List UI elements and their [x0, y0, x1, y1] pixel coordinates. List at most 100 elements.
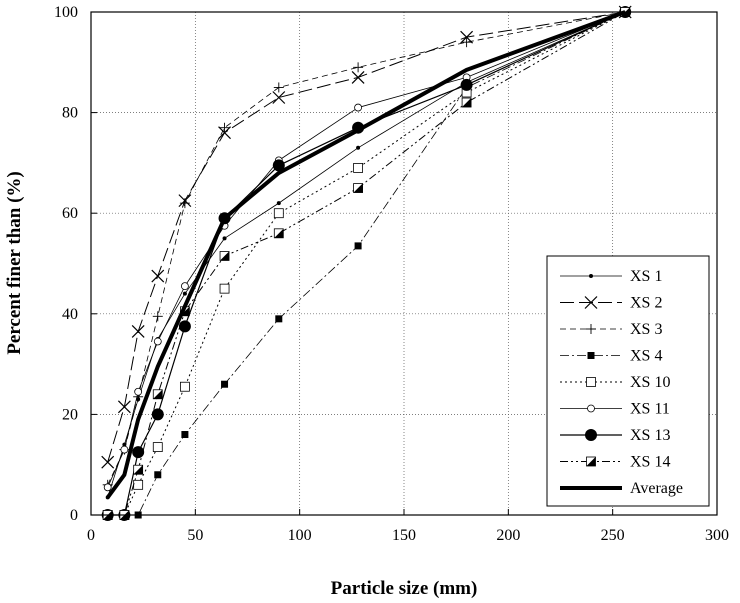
- x-tick-label: 150: [392, 527, 416, 544]
- legend-label: XS 2: [630, 295, 662, 312]
- y-tick-label: 60: [62, 205, 78, 222]
- legend-label: XS 4: [630, 348, 662, 365]
- y-tick-label: 40: [62, 306, 78, 323]
- series-line-xs-11: [107, 11, 626, 488]
- x-axis-title: Particle size (mm): [331, 578, 478, 599]
- legend-entry-xs-3: XS 3: [560, 321, 662, 338]
- data-point-xs-4: [181, 431, 189, 439]
- series-line-xs-10: [107, 11, 626, 516]
- data-point-xs-11: [153, 337, 162, 346]
- data-point-xs-4: [354, 242, 362, 250]
- legend-entry-xs-13: XS 13: [560, 427, 670, 444]
- data-point-xs-2: [151, 269, 165, 283]
- legend-label: XS 11: [630, 401, 670, 418]
- data-point-xs-3: [353, 62, 364, 73]
- legend-swatch-marker: [586, 456, 596, 467]
- data-point-xs-3: [179, 198, 190, 209]
- data-point-xs-10: [273, 208, 284, 219]
- legend: XS 1 XS 2 XS 3 XS 4 XS 10 XS 11 XS 13 XS 14 Aver…: [546, 255, 710, 507]
- data-point-xs-1: [222, 236, 227, 241]
- legend-entry-xs-4: XS 4: [560, 348, 662, 365]
- data-point-xs-3: [219, 122, 230, 133]
- data-point-xs-3: [273, 82, 284, 93]
- data-point-xs-14: [152, 389, 163, 400]
- series-xs-11: [103, 8, 630, 492]
- legend-label: XS 14: [630, 454, 670, 471]
- legend-label: XS 13: [630, 427, 670, 444]
- series-line-xs-2: [107, 11, 626, 463]
- data-point-xs-3: [461, 37, 472, 48]
- data-point-xs-2: [351, 70, 365, 84]
- x-tick-label: 200: [496, 527, 520, 544]
- data-point-xs-3: [152, 311, 163, 322]
- legend-entry-xs-11: XS 11: [560, 401, 670, 418]
- data-point-xs-13: [132, 446, 145, 459]
- data-point-xs-13: [272, 159, 285, 172]
- legend-swatch-marker: [587, 352, 595, 359]
- data-point-xs-2: [218, 126, 231, 140]
- data-point-xs-2: [101, 455, 115, 469]
- x-tick-label: 50: [187, 527, 203, 544]
- series-line-xs-3: [107, 11, 626, 485]
- legend-box: [546, 255, 710, 507]
- data-point-xs-1: [276, 201, 281, 206]
- data-point-xs-2: [131, 324, 145, 338]
- data-point-xs-11: [103, 483, 112, 492]
- series-line-xs-14: [107, 11, 626, 516]
- x-tick-label: 0: [87, 527, 95, 544]
- legend-swatch-marker: [584, 296, 598, 309]
- data-point-xs-10: [179, 381, 190, 392]
- x-tick-label: 100: [288, 527, 312, 544]
- data-point-xs-14: [353, 183, 363, 193]
- data-point-xs-10: [219, 283, 230, 294]
- legend-swatch-marker: [586, 377, 596, 387]
- data-point-xs-11: [354, 103, 362, 112]
- y-tick-label: 80: [62, 105, 78, 122]
- data-point-xs-13: [151, 408, 164, 421]
- x-tick-label: 300: [705, 527, 729, 544]
- legend-label: Average: [630, 480, 683, 497]
- data-point-xs-13: [178, 320, 191, 333]
- data-point-xs-2: [272, 91, 286, 104]
- data-point-xs-10: [152, 442, 163, 452]
- x-tick-label: 250: [601, 527, 625, 544]
- y-tick-label: 0: [70, 507, 78, 524]
- legend-entry-xs-1: XS 1: [560, 268, 662, 285]
- data-point-xs-13: [460, 78, 473, 91]
- legend-swatch-marker: [586, 324, 596, 334]
- legend-label: XS 3: [630, 321, 662, 338]
- series-line-average: [106, 10, 626, 499]
- y-axis-title: Percent finer than (%): [4, 171, 25, 354]
- legend-swatch-marker: [585, 429, 597, 441]
- data-point-xs-1: [356, 145, 361, 150]
- data-point-xs-10: [133, 479, 144, 490]
- data-point-xs-14: [219, 251, 230, 261]
- data-point-xs-14: [133, 464, 144, 475]
- grid-lines: [91, 12, 717, 515]
- data-point-xs-4: [154, 471, 162, 479]
- y-tick-label: 100: [54, 4, 78, 21]
- legend-entry-xs-2: XS 2: [560, 295, 662, 312]
- legend-label: XS 10: [630, 374, 670, 391]
- data-point-xs-4: [221, 380, 229, 388]
- legend-swatch-marker: [589, 274, 593, 278]
- series-average: [106, 10, 626, 499]
- data-point-xs-2: [117, 400, 131, 414]
- data-point-xs-4: [275, 315, 283, 323]
- series-line-xs-13: [107, 11, 626, 516]
- data-point-xs-14: [273, 228, 284, 239]
- legend-entry-xs-10: XS 10: [560, 374, 670, 391]
- data-point-xs-10: [353, 163, 363, 173]
- data-point-xs-11: [180, 282, 189, 291]
- data-point-xs-11: [134, 387, 143, 396]
- data-point-xs-14: [461, 97, 472, 108]
- legend-label: XS 1: [630, 268, 662, 285]
- y-tick-label: 20: [62, 406, 78, 423]
- data-point-xs-11: [120, 445, 129, 454]
- legend-entry-xs-14: XS 14: [560, 454, 670, 471]
- axis-ticks: 0 50 100 150 200 250 300 0 20 40 60 80 100: [54, 4, 729, 544]
- data-point-xs-1: [182, 291, 187, 296]
- legend-swatch-marker: [587, 404, 595, 413]
- legend-entry-average: Average: [560, 480, 683, 497]
